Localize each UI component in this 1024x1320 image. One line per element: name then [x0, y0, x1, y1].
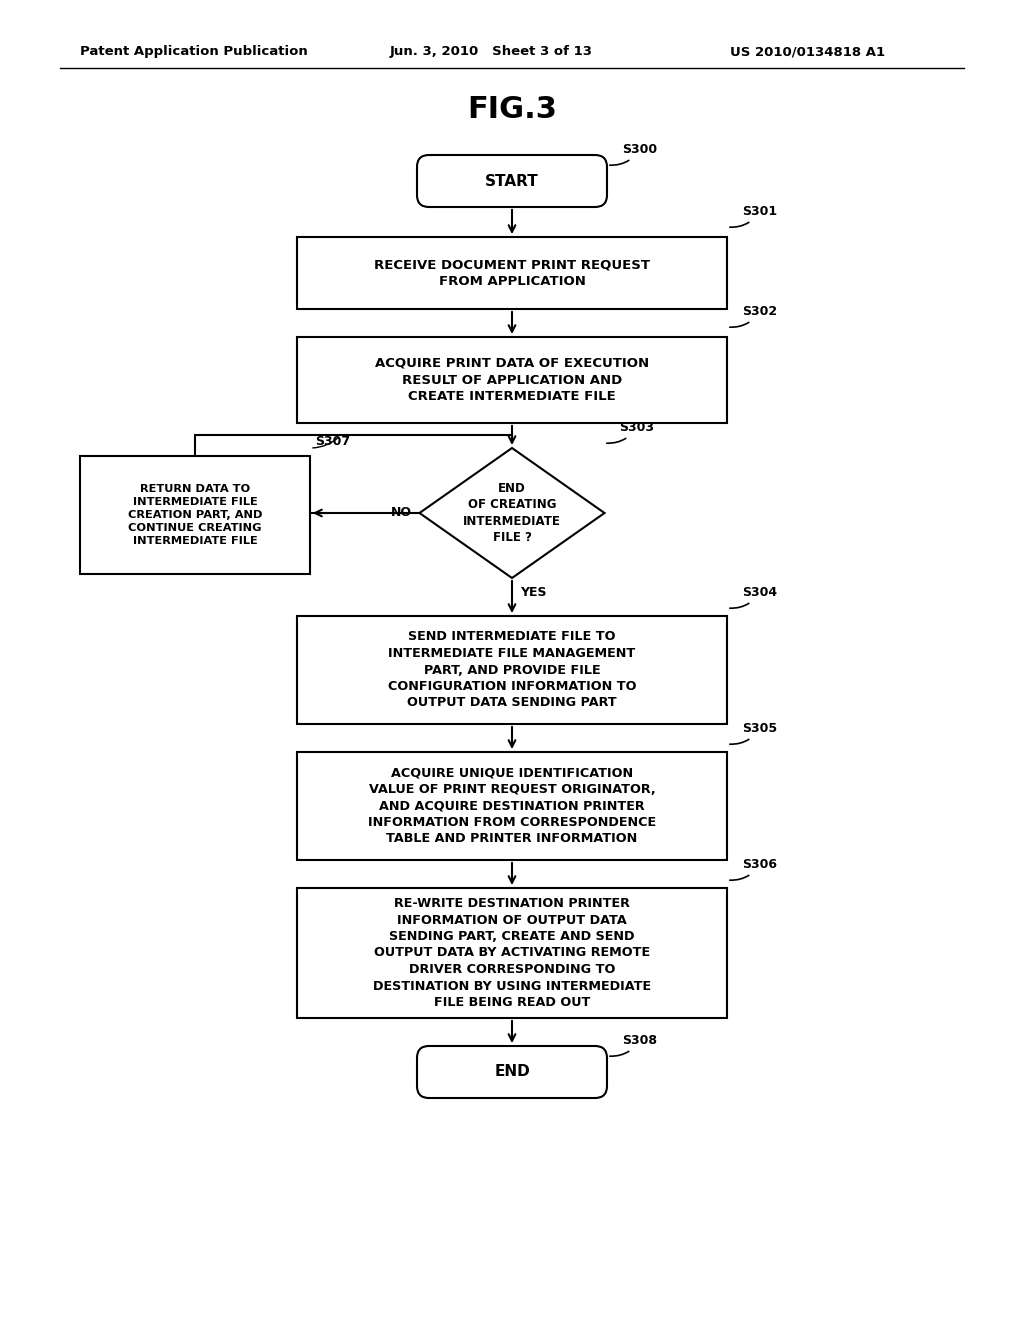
- Text: S306: S306: [730, 858, 777, 880]
- Text: START: START: [485, 173, 539, 189]
- Text: US 2010/0134818 A1: US 2010/0134818 A1: [730, 45, 885, 58]
- Text: Patent Application Publication: Patent Application Publication: [80, 45, 308, 58]
- Bar: [297, 238, 727, 309]
- Text: END
OF CREATING
INTERMEDIATE
FILE ?: END OF CREATING INTERMEDIATE FILE ?: [463, 482, 561, 544]
- Text: FIG.3: FIG.3: [467, 95, 557, 124]
- Text: ACQUIRE PRINT DATA OF EXECUTION
RESULT OF APPLICATION AND
CREATE INTERMEDIATE FI: ACQUIRE PRINT DATA OF EXECUTION RESULT O…: [375, 356, 649, 403]
- Text: END: END: [495, 1064, 529, 1080]
- Text: S305: S305: [730, 722, 777, 744]
- Text: NO: NO: [390, 507, 412, 520]
- Text: Jun. 3, 2010   Sheet 3 of 13: Jun. 3, 2010 Sheet 3 of 13: [390, 45, 593, 58]
- Text: S301: S301: [730, 205, 777, 227]
- Text: S304: S304: [730, 586, 777, 609]
- Polygon shape: [420, 447, 604, 578]
- Text: YES: YES: [520, 586, 547, 599]
- Text: S308: S308: [609, 1034, 657, 1056]
- Text: RE-WRITE DESTINATION PRINTER
INFORMATION OF OUTPUT DATA
SENDING PART, CREATE AND: RE-WRITE DESTINATION PRINTER INFORMATION…: [373, 898, 651, 1008]
- Bar: [297, 616, 727, 723]
- Text: RETURN DATA TO
INTERMEDIATE FILE
CREATION PART, AND
CONTINUE CREATING
INTERMEDIA: RETURN DATA TO INTERMEDIATE FILE CREATIO…: [128, 484, 262, 545]
- Text: ACQUIRE UNIQUE IDENTIFICATION
VALUE OF PRINT REQUEST ORIGINATOR,
AND ACQUIRE DES: ACQUIRE UNIQUE IDENTIFICATION VALUE OF P…: [368, 767, 656, 846]
- Bar: [297, 888, 727, 1018]
- Text: S303: S303: [607, 421, 654, 444]
- Bar: [297, 752, 727, 861]
- Text: S302: S302: [730, 305, 777, 327]
- Text: RECEIVE DOCUMENT PRINT REQUEST
FROM APPLICATION: RECEIVE DOCUMENT PRINT REQUEST FROM APPL…: [374, 259, 650, 288]
- Text: SEND INTERMEDIATE FILE TO
INTERMEDIATE FILE MANAGEMENT
PART, AND PROVIDE FILE
CO: SEND INTERMEDIATE FILE TO INTERMEDIATE F…: [388, 631, 636, 710]
- Bar: [80, 455, 310, 574]
- Text: S300: S300: [609, 143, 657, 165]
- FancyBboxPatch shape: [417, 1045, 607, 1098]
- Text: S307: S307: [315, 436, 350, 447]
- FancyBboxPatch shape: [417, 154, 607, 207]
- Bar: [297, 337, 727, 422]
